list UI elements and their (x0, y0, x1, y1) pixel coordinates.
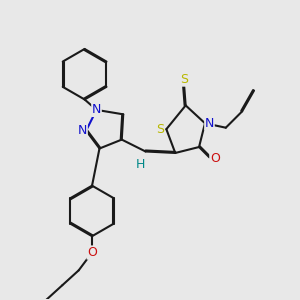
Text: O: O (87, 246, 97, 259)
Text: N: N (205, 117, 214, 130)
Text: O: O (210, 152, 220, 165)
Text: S: S (156, 123, 164, 136)
Text: S: S (180, 73, 188, 86)
Text: N: N (78, 124, 87, 137)
Text: N: N (92, 103, 101, 116)
Text: H: H (136, 158, 145, 171)
